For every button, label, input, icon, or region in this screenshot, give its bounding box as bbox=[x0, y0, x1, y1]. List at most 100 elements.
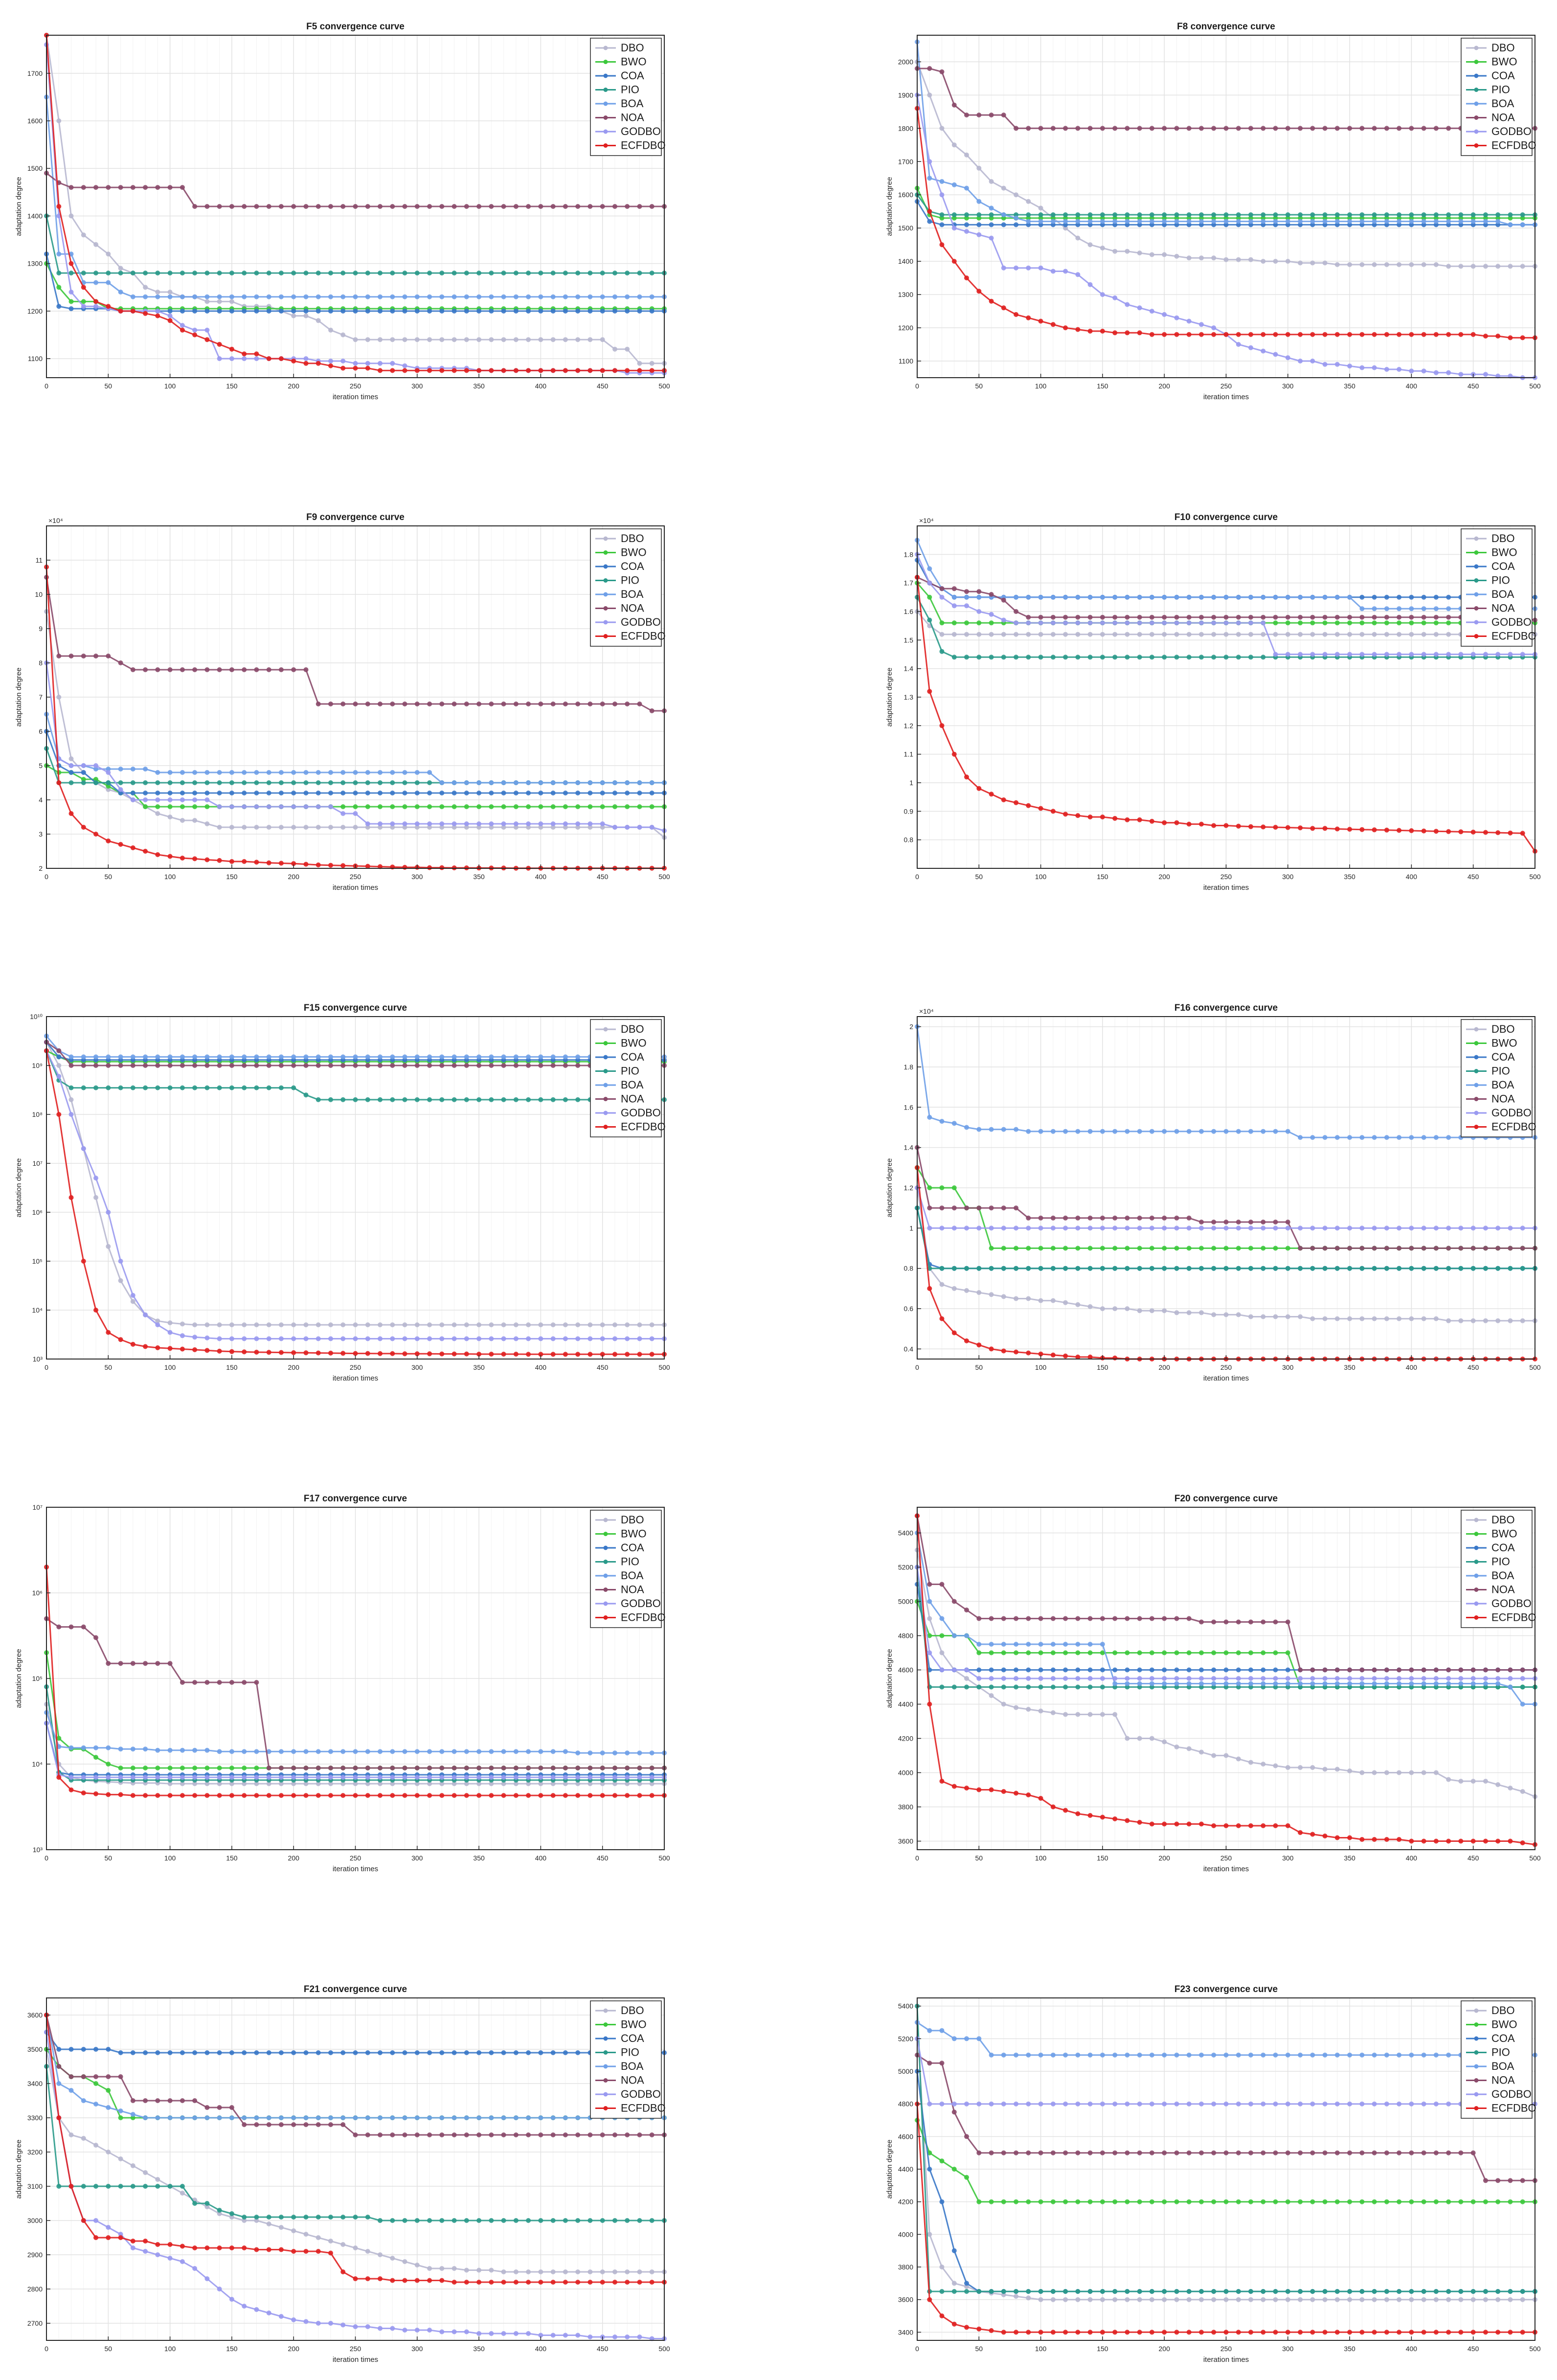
data-point-dbo bbox=[1483, 1779, 1488, 1784]
data-point-noa bbox=[278, 1766, 284, 1770]
data-point-pio bbox=[964, 655, 969, 660]
data-point-ecfdbo bbox=[254, 351, 259, 357]
data-point-bwo bbox=[68, 299, 74, 304]
data-point-noa bbox=[1397, 1246, 1402, 1251]
data-point-ecfdbo bbox=[1483, 830, 1488, 835]
data-point-pio bbox=[637, 271, 642, 276]
data-point-bwo bbox=[1223, 1650, 1229, 1655]
data-point-coa bbox=[526, 791, 531, 795]
data-point-coa bbox=[93, 2047, 98, 2052]
data-point-pio bbox=[1223, 212, 1229, 217]
data-point-godbo bbox=[266, 2311, 271, 2315]
data-point-pio bbox=[192, 780, 198, 785]
data-point-dbo bbox=[1038, 1298, 1043, 1303]
data-point-pio bbox=[1261, 1266, 1266, 1271]
data-point-noa bbox=[1285, 614, 1290, 620]
data-point-godbo bbox=[1149, 309, 1154, 314]
data-point-coa bbox=[167, 2050, 173, 2055]
data-point-pio bbox=[130, 780, 135, 785]
data-point-dbo bbox=[1236, 1312, 1241, 1317]
data-point-ecfdbo bbox=[1285, 332, 1290, 337]
data-point-ecfdbo bbox=[316, 1350, 321, 1356]
data-point-noa bbox=[1014, 1205, 1019, 1211]
data-point-godbo bbox=[81, 1146, 86, 1151]
data-point-dbo bbox=[242, 1322, 247, 1328]
data-point-boa bbox=[1199, 1681, 1204, 1686]
data-point-pio bbox=[451, 1097, 457, 1102]
data-point-dbo bbox=[1050, 1298, 1056, 1303]
data-point-dbo bbox=[1223, 257, 1229, 262]
data-point-coa bbox=[427, 2050, 432, 2055]
data-point-noa bbox=[964, 589, 969, 594]
data-point-ecfdbo bbox=[291, 1350, 296, 1355]
data-point-noa bbox=[1063, 1215, 1068, 1221]
data-point-pio bbox=[1322, 212, 1328, 217]
data-point-bwo bbox=[180, 1766, 185, 1770]
data-point-boa bbox=[476, 1054, 482, 1060]
data-point-pio bbox=[143, 271, 148, 276]
data-point-ecfdbo bbox=[81, 2218, 86, 2223]
data-point-dbo bbox=[56, 1063, 62, 1068]
data-point-ecfdbo bbox=[1421, 1838, 1426, 1844]
data-point-ecfdbo bbox=[489, 2280, 494, 2285]
data-point-dbo bbox=[513, 2269, 519, 2274]
data-point-boa bbox=[513, 294, 519, 299]
data-point-bwo bbox=[143, 804, 148, 809]
data-point-coa bbox=[414, 791, 420, 795]
data-point-boa bbox=[402, 770, 407, 775]
data-point-boa bbox=[563, 780, 568, 785]
data-point-ecfdbo bbox=[390, 368, 395, 373]
data-point-pio bbox=[254, 780, 259, 785]
data-point-godbo bbox=[1508, 1676, 1513, 1681]
data-point-bwo bbox=[204, 1766, 210, 1770]
data-point-noa bbox=[180, 667, 185, 672]
data-point-bwo bbox=[167, 1766, 173, 1770]
data-point-pio bbox=[378, 2218, 383, 2223]
data-point-boa bbox=[526, 2115, 531, 2120]
series bbox=[915, 39, 1537, 380]
data-point-pio bbox=[1100, 1684, 1105, 1690]
legend-marker-godbo bbox=[603, 129, 608, 134]
data-point-dbo bbox=[563, 337, 568, 342]
x-tick-label: 450 bbox=[597, 873, 609, 881]
legend-marker-boa bbox=[603, 1083, 608, 1088]
data-point-boa bbox=[278, 1749, 284, 1754]
data-point-ecfdbo bbox=[964, 1338, 969, 1343]
legend-label-bwo: BWO bbox=[621, 1037, 647, 1049]
data-point-dbo bbox=[56, 118, 62, 123]
data-point-ecfdbo bbox=[1199, 332, 1204, 337]
data-point-noa bbox=[1112, 1215, 1118, 1221]
data-point-godbo bbox=[1508, 652, 1513, 657]
data-point-dbo bbox=[489, 337, 494, 342]
data-point-ecfdbo bbox=[278, 356, 284, 362]
data-point-pio bbox=[340, 2215, 346, 2220]
data-point-godbo bbox=[303, 2319, 309, 2324]
data-point-godbo bbox=[106, 1775, 111, 1780]
data-point-noa bbox=[303, 667, 309, 672]
data-point-dbo bbox=[637, 361, 642, 366]
data-point-bwo bbox=[1137, 1650, 1142, 1655]
legend-label-godbo: GODBO bbox=[621, 616, 661, 628]
data-point-godbo bbox=[550, 2333, 556, 2338]
data-point-coa bbox=[130, 791, 135, 795]
data-point-noa bbox=[1372, 614, 1377, 620]
data-point-godbo bbox=[1149, 620, 1154, 626]
data-point-noa bbox=[489, 204, 494, 209]
chart-title: F8 convergence curve bbox=[1177, 22, 1275, 32]
data-point-boa bbox=[951, 594, 957, 600]
x-tick-label: 250 bbox=[350, 1363, 361, 1371]
data-point-dbo bbox=[1087, 1304, 1093, 1309]
data-point-boa bbox=[1075, 1129, 1081, 1134]
data-point-noa bbox=[587, 702, 593, 706]
data-point-noa bbox=[1359, 126, 1365, 131]
data-point-boa bbox=[1310, 594, 1315, 600]
legend-label-pio: PIO bbox=[621, 2046, 639, 2059]
data-point-noa bbox=[989, 113, 994, 118]
data-point-godbo bbox=[1458, 372, 1464, 377]
data-point-ecfdbo bbox=[1433, 829, 1439, 834]
legend-label-dbo: DBO bbox=[621, 1514, 644, 1526]
legend-label-ecfdbo: ECFDBO bbox=[1491, 1611, 1536, 1624]
data-point-ecfdbo bbox=[192, 1793, 198, 1798]
data-point-godbo bbox=[1149, 1225, 1154, 1231]
